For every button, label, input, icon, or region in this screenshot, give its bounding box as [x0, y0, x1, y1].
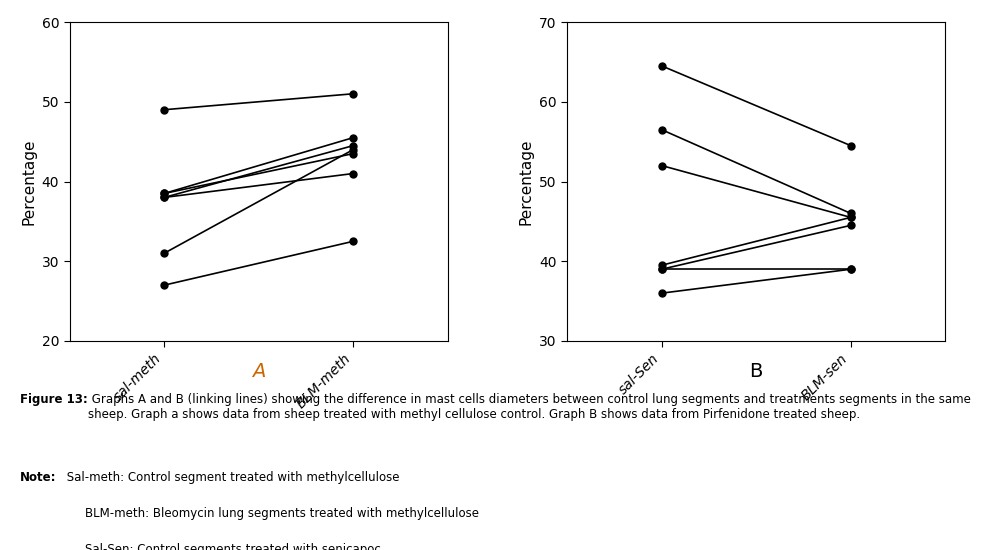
- Text: Note:: Note:: [20, 471, 57, 484]
- Text: Sal-Sen: Control segments treated with senicapoc: Sal-Sen: Control segments treated with s…: [84, 543, 380, 550]
- Y-axis label: Percentage: Percentage: [518, 138, 533, 225]
- Text: Graphs A and B (linking lines) showing the difference in mast cells diameters be: Graphs A and B (linking lines) showing t…: [87, 393, 969, 421]
- Text: B: B: [748, 362, 762, 381]
- Y-axis label: Percentage: Percentage: [21, 138, 36, 225]
- Text: Sal-meth: Control segment treated with methylcellulose: Sal-meth: Control segment treated with m…: [63, 471, 399, 484]
- Text: A: A: [251, 362, 265, 381]
- Text: BLM-meth: Bleomycin lung segments treated with methylcellulose: BLM-meth: Bleomycin lung segments treate…: [84, 507, 478, 520]
- Text: Figure 13:: Figure 13:: [20, 393, 87, 406]
